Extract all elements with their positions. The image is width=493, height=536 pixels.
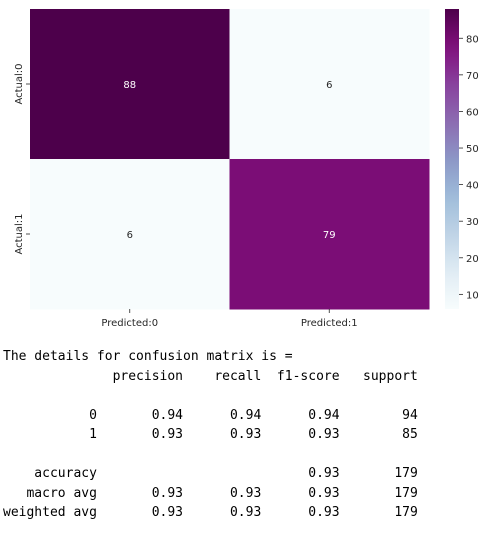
heatmap-cell (30, 9, 230, 160)
report-row: weighted avg 0.93 0.93 0.93 179 (3, 505, 418, 520)
cell-value-label: 6 (326, 80, 332, 91)
cell-value-label: 6 (127, 230, 133, 241)
colorbar-tick-label: 20 (466, 254, 479, 265)
cell-value-label: 79 (323, 230, 336, 241)
report-row: 1 0.93 0.93 0.93 85 (3, 427, 418, 442)
report-row: accuracy 0.93 179 (3, 466, 418, 481)
colorbar-tick-label: 60 (466, 107, 479, 118)
heatmap-cell (229, 9, 430, 160)
colorbar-tick-label: 10 (466, 290, 479, 301)
report-heading: The details for confusion matrix is = (3, 349, 293, 364)
heatmap-cell (30, 159, 230, 310)
report-row: macro avg 0.93 0.93 0.93 179 (3, 485, 418, 501)
cell-value-label: 88 (123, 80, 136, 91)
colorbar-tick-label: 50 (466, 144, 479, 155)
colorbar-tick-label: 80 (466, 34, 479, 45)
colorbar-tick-label: 40 (466, 181, 479, 192)
heatmap-cell (229, 159, 430, 310)
report-header: precision recall f1-score support (3, 368, 418, 384)
x-tick-label: Predicted:0 (101, 318, 158, 329)
colorbar-tick-label: 70 (466, 71, 479, 82)
colorbar (445, 9, 459, 309)
report-row: 0 0.94 0.94 0.94 94 (3, 407, 418, 423)
colorbar-tick-label: 30 (466, 217, 479, 228)
y-tick-label: Actual:0 (14, 63, 25, 104)
y-tick-label: Actual:1 (14, 213, 25, 254)
x-tick-label: Predicted:1 (301, 318, 358, 329)
classification-report: The details for confusion matrix is = pr… (3, 347, 418, 523)
confusion-matrix-heatmap: 88 6 6 79 Predicted:0 Predicted:1 Actual:0 Actu… (14, 9, 479, 329)
